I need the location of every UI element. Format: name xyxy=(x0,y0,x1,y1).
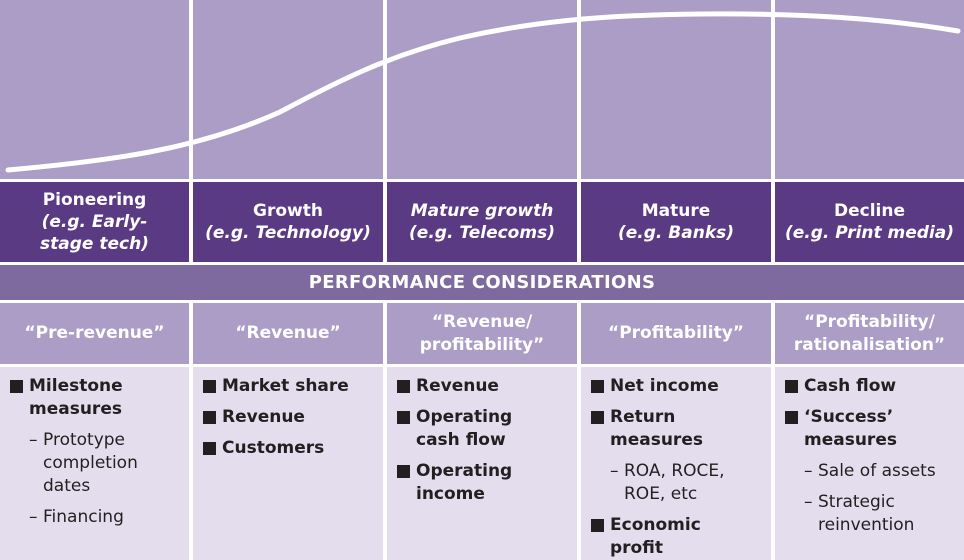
square-bullet-icon xyxy=(785,380,798,393)
square-bullet-icon xyxy=(397,380,410,393)
dash-bullet-icon: – xyxy=(29,430,38,450)
curve-panel-4 xyxy=(581,0,771,179)
dash-bullet-icon: – xyxy=(29,507,38,527)
list-item: Market share xyxy=(203,375,383,398)
dash-bullet-icon: – xyxy=(804,461,813,481)
stage-name: Growth xyxy=(253,201,323,221)
list-item-text: Operating cash flow xyxy=(416,407,513,450)
sub-item: – ROA, ROCE, ROE, etc xyxy=(610,460,771,506)
stage-example: (e.g. Early- stage tech) xyxy=(40,212,149,254)
stage-header-growth: Growth (e.g. Technology) xyxy=(193,182,383,262)
measure-box-5: “Profitability/ rationalisation” xyxy=(775,303,964,364)
sub-item-text: Strategic reinvention xyxy=(818,492,915,535)
sub-item-text: ROA, ROCE, ROE, etc xyxy=(624,461,725,504)
list-item: Net income xyxy=(591,375,771,398)
list-item: Milestone measures – Prototype completion … xyxy=(10,375,189,529)
list-item-text: Revenue xyxy=(222,407,305,427)
performance-considerations-banner: PERFORMANCE CONSIDERATIONS xyxy=(0,265,964,300)
curve-panel-2 xyxy=(193,0,383,179)
stage-name: Mature growth xyxy=(410,201,554,221)
square-bullet-icon xyxy=(397,411,410,424)
dash-bullet-icon: – xyxy=(610,461,619,481)
list-item: Revenue xyxy=(203,406,383,429)
square-bullet-icon xyxy=(591,519,604,532)
sub-item-text: Financing xyxy=(43,507,124,527)
list-panel-2: Market share Revenue Customers xyxy=(193,367,383,560)
measure-box-2: “Revenue” xyxy=(193,303,383,364)
list-item-text: Economic profit xyxy=(610,515,701,558)
list-item-text: Cash flow xyxy=(804,376,897,396)
stage-header-mature: Mature (e.g. Banks) xyxy=(581,182,771,262)
list-item: Operating cash flow xyxy=(397,406,577,452)
list-item: Return measures – ROA, ROCE, ROE, etc xyxy=(591,406,771,506)
stage-example: (e.g. Print media) xyxy=(784,223,955,243)
stage-example: (e.g. Telecoms) xyxy=(409,223,555,243)
sub-item-text: Sale of assets xyxy=(818,461,936,481)
stage-header-pioneering: Pioneering (e.g. Early- stage tech) xyxy=(0,182,189,262)
list-item-text: Net income xyxy=(610,376,719,396)
sub-item: – Financing xyxy=(29,506,189,529)
curve-panel-5 xyxy=(775,0,964,179)
list-item: Customers xyxy=(203,437,383,460)
square-bullet-icon xyxy=(203,411,216,424)
stage-name: Mature xyxy=(641,201,711,221)
list-panel-4: Net income Return measures – ROA, ROCE, ROE… xyxy=(581,367,771,560)
list-panel-1: Milestone measures – Prototype completion … xyxy=(0,367,189,560)
list-item: ‘Success’ measures – Sale of assets – Strate… xyxy=(785,406,964,537)
list-item-text: Operating income xyxy=(416,461,513,504)
lifecycle-curve xyxy=(5,11,961,173)
list-item: Economic profit xyxy=(591,514,771,560)
square-bullet-icon xyxy=(10,380,23,393)
sub-item: – Strategic reinvention xyxy=(804,491,964,537)
list-item-text: Milestone measures xyxy=(29,376,123,419)
stage-name: Pioneering xyxy=(42,190,147,210)
square-bullet-icon xyxy=(397,465,410,478)
stage-header-decline: Decline (e.g. Print media) xyxy=(775,182,964,262)
dash-bullet-icon: – xyxy=(804,492,813,512)
sub-item: – Sale of assets xyxy=(804,460,964,483)
list-item: Cash flow xyxy=(785,375,964,398)
list-item: Operating income xyxy=(397,460,577,506)
square-bullet-icon xyxy=(203,380,216,393)
list-item-text: Return measures xyxy=(610,407,703,450)
stage-example: (e.g. Banks) xyxy=(617,223,735,243)
measure-box-1: “Pre-revenue” xyxy=(0,303,189,364)
list-item-text: Market share xyxy=(222,376,349,396)
square-bullet-icon xyxy=(591,380,604,393)
square-bullet-icon xyxy=(203,442,216,455)
measure-box-3: “Revenue/ profitability” xyxy=(387,303,577,364)
list-item-text: Revenue xyxy=(416,376,499,396)
list-item-text: Customers xyxy=(222,438,325,458)
stage-example: (e.g. Technology) xyxy=(205,223,371,243)
list-panel-3: Revenue Operating cash flow Operating inco… xyxy=(387,367,577,560)
sub-item-text: Prototype completion dates xyxy=(43,430,138,496)
curve-panel-3 xyxy=(387,0,577,179)
square-bullet-icon xyxy=(785,411,798,424)
measure-box-4: “Profitability” xyxy=(581,303,771,364)
sub-item: – Prototype completion dates xyxy=(29,429,189,498)
list-panel-5: Cash flow ‘Success’ measures – Sale of asse… xyxy=(775,367,964,560)
stage-header-mature-growth: Mature growth (e.g. Telecoms) xyxy=(387,182,577,262)
list-item: Revenue xyxy=(397,375,577,398)
stage-name: Decline xyxy=(833,201,905,221)
list-item-text: ‘Success’ measures xyxy=(804,407,897,450)
square-bullet-icon xyxy=(591,411,604,424)
